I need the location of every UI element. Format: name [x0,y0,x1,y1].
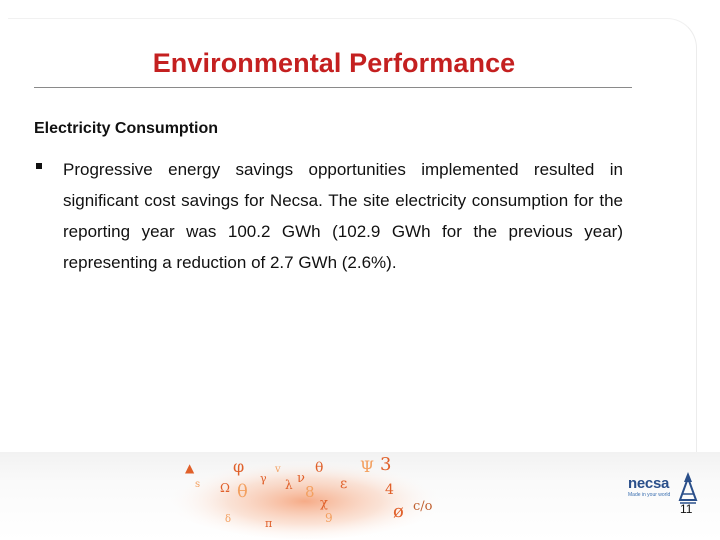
svg-text:ε: ε [340,476,347,492]
section-heading: Electricity Consumption [34,120,219,137]
slide-title: Environmental Performance [152,48,516,78]
svg-text:π: π [265,517,272,530]
svg-text:δ: δ [225,514,231,525]
logo-wordmark: necsa [628,475,670,492]
svg-text:3: 3 [380,454,391,475]
svg-text:9: 9 [325,511,333,525]
svg-text:φ: φ [233,457,244,476]
svg-text:Ω: Ω [220,481,230,495]
svg-text:v: v [274,464,281,475]
svg-text:χ: χ [320,496,328,511]
svg-text:Ψ: Ψ [360,457,374,476]
svg-text:γ: γ [260,472,267,485]
svg-text:ø: ø [393,501,404,522]
page-number: 11 [680,502,693,516]
bullet-square-icon [36,163,42,169]
logo-tagline: Made in your world [628,492,671,498]
necsa-logo [678,472,698,504]
svg-text:4: 4 [385,482,394,498]
decorative-symbols-graphic: ▲ s Ω φ θ γ v λ ν 8 θ χ 9 ε Ψ 3 4 ø c/o … [165,454,445,539]
bullet-paragraph: Progressive energy savings opportunities… [63,160,623,272]
svg-text:ν: ν [297,471,305,486]
slide-frame [8,18,697,534]
title-divider [34,87,632,88]
svg-text:8: 8 [305,483,315,501]
svg-text:c/o: c/o [413,499,433,514]
svg-text:λ: λ [285,478,293,492]
svg-text:s: s [195,479,200,490]
svg-text:▲: ▲ [185,461,195,475]
svg-text:θ: θ [315,460,323,476]
svg-text:θ: θ [237,481,248,502]
